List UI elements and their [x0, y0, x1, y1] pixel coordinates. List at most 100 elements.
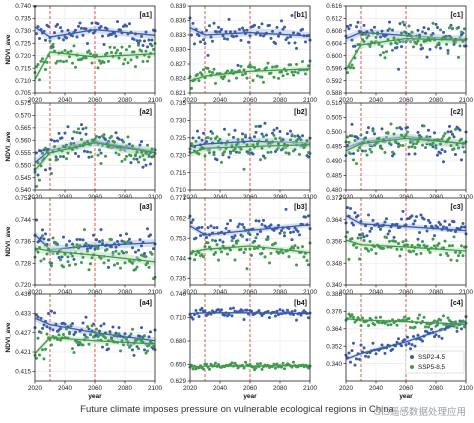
data-point-green: [104, 154, 107, 158]
data-point-blue: [304, 215, 307, 219]
data-point-green: [362, 39, 366, 43]
data-point-blue: [110, 245, 113, 249]
data-point-green: [197, 152, 201, 156]
data-point-green: [254, 236, 258, 240]
data-point-blue: [290, 13, 294, 17]
data-point-green: [443, 132, 447, 136]
data-point-blue: [400, 344, 403, 348]
data-point-blue: [98, 239, 101, 243]
data-point-green: [125, 48, 128, 52]
data-point-green: [75, 130, 79, 134]
data-point-green: [238, 69, 241, 73]
x-tick-label: 2060: [399, 97, 414, 104]
data-point-green: [209, 137, 213, 141]
data-point-blue: [236, 225, 240, 229]
data-point-green: [84, 335, 88, 339]
data-point-green: [126, 135, 130, 139]
data-point-green: [44, 146, 47, 150]
data-point-blue: [242, 225, 246, 229]
data-point-blue: [143, 251, 146, 255]
data-point-green: [122, 62, 125, 66]
data-point-green: [54, 242, 58, 246]
data-point-blue: [75, 35, 79, 39]
y-tick-label: 0.348: [326, 260, 342, 267]
data-point-green: [119, 51, 122, 55]
data-point-green: [416, 316, 420, 320]
data-point-green: [266, 150, 270, 154]
data-point-green: [129, 154, 133, 158]
data-point-blue: [287, 41, 291, 45]
data-point-blue: [278, 308, 282, 312]
data-point-blue: [196, 129, 199, 133]
data-point-green: [434, 146, 438, 150]
data-point-green: [81, 255, 85, 259]
data-point-green: [191, 144, 195, 148]
data-point-blue: [413, 152, 417, 156]
data-point-green: [247, 151, 250, 155]
data-point-blue: [68, 239, 71, 243]
data-point-blue: [191, 21, 195, 25]
data-point-blue: [367, 126, 370, 130]
data-point-green: [143, 334, 146, 338]
data-point-blue: [56, 22, 59, 26]
data-point-blue: [125, 24, 128, 28]
trend-line-green: [405, 37, 467, 41]
data-point-green: [290, 133, 294, 137]
data-point-green: [114, 51, 118, 55]
data-point-green: [260, 367, 264, 371]
data-point-green: [389, 323, 393, 327]
data-point-blue: [220, 308, 223, 312]
data-point-green: [248, 63, 252, 67]
data-point-blue: [401, 209, 405, 213]
data-point-green: [105, 342, 109, 346]
data-point-green: [415, 252, 418, 256]
data-point-green: [250, 139, 253, 143]
data-point-green: [111, 250, 115, 254]
x-tick-label: 2100: [148, 289, 163, 296]
data-point-blue: [448, 223, 451, 227]
data-point-blue: [107, 265, 110, 269]
data-point-green: [89, 262, 92, 266]
data-point-blue: [66, 125, 70, 129]
data-point-green: [99, 161, 103, 165]
data-point-blue: [262, 34, 265, 38]
data-point-green: [434, 45, 438, 49]
data-point-blue: [455, 329, 459, 333]
data-point-green: [95, 53, 98, 57]
data-point-green: [194, 253, 198, 257]
data-point-green: [45, 252, 49, 256]
data-point-blue: [449, 23, 453, 27]
data-point-green: [72, 130, 76, 134]
legend-label-ssp245: SSP2-4.5: [418, 354, 445, 361]
data-point-blue: [125, 232, 128, 236]
data-point-green: [190, 363, 193, 367]
data-point-green: [233, 361, 237, 365]
data-point-green: [347, 312, 351, 316]
data-point-green: [397, 242, 400, 246]
data-point-green: [208, 367, 211, 371]
trend-line-blue: [249, 31, 311, 37]
data-point-blue: [398, 22, 402, 26]
data-point-blue: [132, 37, 136, 41]
data-point-blue: [436, 25, 439, 29]
data-point-green: [301, 245, 304, 249]
data-point-green: [123, 157, 127, 161]
y-tick-label: 0.340: [326, 361, 342, 368]
data-point-green: [120, 159, 124, 163]
data-point-green: [265, 138, 268, 142]
y-tick-label: 0.710: [170, 315, 186, 322]
data-point-blue: [128, 237, 131, 241]
data-point-green: [65, 157, 68, 161]
data-point-blue: [47, 238, 50, 242]
data-point-green: [428, 250, 432, 254]
y-tick-label: 0.439: [15, 291, 31, 298]
trend-line-blue: [34, 26, 51, 38]
data-point-blue: [226, 37, 229, 41]
data-point-green: [87, 49, 91, 53]
data-point-blue: [355, 357, 358, 361]
data-point-green: [362, 238, 366, 242]
data-point-blue: [233, 128, 237, 132]
x-tick-label: 2020: [28, 385, 43, 392]
data-point-green: [129, 58, 133, 62]
data-point-blue: [72, 257, 76, 261]
